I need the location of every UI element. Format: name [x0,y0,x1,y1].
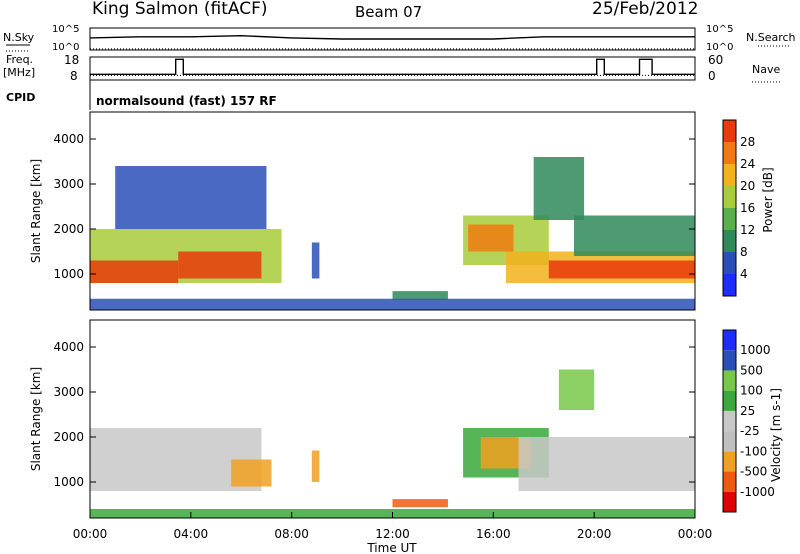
nave-label: Nave [752,63,780,76]
nsky-tick-bottom: 10^0 [52,42,79,53]
colorbar-tick-label: 24 [740,157,755,171]
colorbar-segment [723,350,736,371]
data-region [115,166,267,229]
colorbar-tick-label: -25 [740,424,760,438]
nsky-label: N.Sky [3,31,35,44]
x-tick-label: 20:00 [577,527,612,541]
colorbar-tick-label: 500 [740,363,763,377]
y-tick-label: 1000 [53,267,84,281]
x-tick-label: 04:00 [174,527,209,541]
data-region [231,459,272,487]
velocity-colorbar: -1000 -500 -100 -25 25 100 500 1000 [722,329,775,513]
nsky-series-line [89,34,695,40]
colorbar-tick-label: 25 [740,404,755,418]
data-region [468,224,514,252]
nsearch-tick-bottom: 10^0 [706,42,733,53]
colorbar-segment [723,451,736,472]
beam-title: Beam 07 [355,3,422,21]
freq-series-line [90,58,695,75]
colorbar-tick-label: 100 [740,384,763,398]
time-x-axis: 00:00 04:00 08:00 12:00 16:00 20:00 00:00 [73,512,713,541]
data-region [533,157,585,220]
colorbar-tick-label: 12 [740,223,755,237]
colorbar-tick-label: -1000 [740,485,775,499]
power-y-axis: 1000 2000 3000 4000 [53,132,695,281]
freq-label: Freq. [6,53,33,66]
x-axis-label: Time UT [366,541,417,554]
nsky-panel: N.Sky 10^5 10^0 10^5 10^0 N.Search [3,24,796,53]
colorbar-tick-label: 4 [740,267,748,281]
colorbar-segment [723,471,736,492]
colorbar-tick-label: 16 [740,201,755,215]
y-tick-label: 4000 [53,132,84,146]
freq-tick-bottom: 8 [70,69,78,83]
colorbar-tick-label: -100 [740,444,767,458]
nave-tick-top: 60 [708,53,723,67]
data-region [178,251,262,279]
data-region [311,242,320,279]
colorbar-segment [723,230,736,252]
x-tick-label: 08:00 [274,527,309,541]
x-tick-label: 00:00 [73,527,108,541]
colorbar-tick-label: 1000 [740,343,771,357]
station-title: King Salmon (fitACF) [92,0,268,19]
nave-tick-bottom: 0 [708,69,716,83]
y-tick-label: 2000 [53,222,84,236]
nsearch-tick-top: 10^5 [706,24,733,35]
date-title: 25/Feb/2012 [592,0,698,19]
data-region [548,260,695,279]
colorbar-segment [723,164,736,186]
colorbar-segment [723,252,736,274]
velocity-ylabel: Slant Range [km] [29,367,43,471]
colorbar-tick-label: 8 [740,245,748,259]
colorbar-tick-label: 20 [740,179,755,193]
data-region [90,298,695,310]
data-region [311,450,320,482]
colorbar-segment [723,370,736,391]
colorbar-segment [723,186,736,208]
data-region [574,215,695,256]
freq-tick-top: 18 [64,53,79,67]
power-panel: 1000 2000 3000 4000 Slant Range [km] 4 8 12 16… [29,111,775,311]
data-region [392,291,448,300]
colorbar-segment [723,390,736,411]
data-region [90,260,179,283]
colorbar-segment [723,410,736,432]
colorbar-segment [723,431,736,452]
velocity-y-axis: 1000 2000 3000 4000 [53,340,695,489]
data-region [392,499,448,508]
x-tick-label: 12:00 [375,527,410,541]
colorbar-segment [723,274,736,296]
y-tick-label: 1000 [53,475,84,489]
y-tick-label: 2000 [53,430,84,444]
y-tick-label: 4000 [53,340,84,354]
freq-panel: Freq. [MHz] 18 8 60 0 Nave [3,53,780,83]
power-colorbar: 4 8 12 16 20 24 28 [722,119,755,297]
nsearch-label: N.Search [746,31,796,44]
y-tick-label: 3000 [53,385,84,399]
x-tick-label: 00:00 [678,527,713,541]
colorbar-segment [723,120,736,142]
data-region [518,437,695,491]
velocity-colorbar-label: Velocity [m s-1] [769,388,783,482]
cpid-text: normalsound (fast) 157 RF [96,94,277,108]
cpid-panel: CPID normalsound (fast) 157 RF [6,80,277,110]
power-ylabel: Slant Range [km] [29,159,43,263]
power-data-layer [90,157,695,310]
nsky-tick-top: 10^5 [52,24,79,35]
colorbar-tick-label: -500 [740,465,767,479]
colorbar-tick-label: 28 [740,135,755,149]
colorbar-segment [723,142,736,164]
colorbar-segment [723,330,736,351]
x-tick-label: 16:00 [476,527,511,541]
colorbar-segment [723,491,736,512]
colorbar-segment [723,208,736,230]
power-colorbar-label: Power [dB] [761,167,775,232]
data-region [558,369,595,410]
cpid-label: CPID [6,91,35,104]
freq-unit: [MHz] [3,66,35,79]
y-tick-label: 3000 [53,177,84,191]
